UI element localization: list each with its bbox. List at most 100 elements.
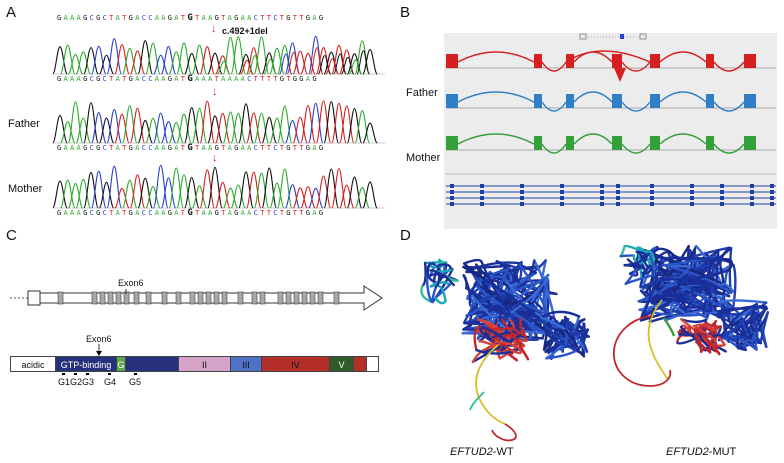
base-letter: A xyxy=(154,144,162,152)
trace-peak xyxy=(122,47,138,75)
base-letter: G xyxy=(83,75,90,83)
base-letter: T xyxy=(292,209,300,217)
trace-peak xyxy=(98,117,115,144)
base-letter: A xyxy=(161,75,168,83)
motif-tick xyxy=(74,373,77,375)
base-letter: G xyxy=(57,209,64,217)
base-letter: T xyxy=(273,75,280,83)
mut-tail-red xyxy=(613,315,672,387)
base-letter: T xyxy=(260,75,267,83)
base-letter: T xyxy=(195,144,202,152)
domain-iii: III xyxy=(231,356,262,372)
transcript-exon xyxy=(600,190,604,194)
arrow-icon-father: ↓ xyxy=(212,86,218,98)
sequence-proband: GAAAGCGCTATGACCAAGATGAAATAAAACTTTTGTGGAG xyxy=(57,74,319,84)
locator-marker-icon xyxy=(620,34,624,39)
transcript-exon xyxy=(650,190,654,194)
transcript-exon xyxy=(690,190,694,194)
trace-peak xyxy=(160,177,177,209)
base-letter: G xyxy=(128,14,136,22)
trace-peak xyxy=(261,116,277,144)
gene-exon xyxy=(197,291,204,305)
base-letter: A xyxy=(63,209,71,217)
base-letter: G xyxy=(318,144,326,152)
trace-peak xyxy=(315,100,332,144)
base-letter: A xyxy=(70,75,77,83)
motif-g1: G1 xyxy=(58,377,71,387)
base-letter: T xyxy=(279,14,287,22)
mutation-label: c.492+1del xyxy=(222,26,268,36)
base-letter: G xyxy=(234,14,241,22)
base-letter: A xyxy=(305,75,313,83)
base-letter: A xyxy=(247,209,254,217)
base-letter: A xyxy=(63,144,71,152)
base-letter: A xyxy=(115,75,123,83)
caption-mut: EFTUD2-MUT xyxy=(666,446,736,458)
trace-peak xyxy=(114,44,130,75)
trace-peak xyxy=(160,120,177,144)
base-letter: A xyxy=(63,75,71,83)
domain-g: G xyxy=(117,356,126,372)
base-letter: T xyxy=(180,75,188,83)
wt-red-loops xyxy=(471,317,530,364)
trace-peak xyxy=(153,54,169,75)
base-letter: C xyxy=(148,75,155,83)
base-letter: A xyxy=(135,144,142,152)
base-letter: T xyxy=(221,144,228,152)
motif-g2: G2 xyxy=(70,377,83,387)
exon6-arrow-icon xyxy=(96,351,102,356)
trace-peak xyxy=(230,36,246,75)
base-letter: C xyxy=(89,14,97,22)
base-letter: G xyxy=(234,144,241,152)
trace-peak xyxy=(315,175,332,209)
base-letter: A xyxy=(76,144,84,152)
base-letter: T xyxy=(299,209,306,217)
base-letter: C xyxy=(89,144,97,152)
trace-peak xyxy=(269,182,285,209)
motif-g3: G3 xyxy=(82,377,95,387)
base-letter: A xyxy=(115,14,123,22)
trace-peak xyxy=(168,51,184,75)
base-letter: A xyxy=(76,209,84,217)
trace-peak xyxy=(60,179,76,209)
transcript-exon xyxy=(750,190,754,194)
base-letter: A xyxy=(227,14,235,22)
base-letter: A xyxy=(208,75,215,83)
trace-peak xyxy=(145,185,161,209)
trace-peak xyxy=(145,117,161,144)
base-letter: C xyxy=(89,209,97,217)
gene-exon xyxy=(133,291,140,305)
gene-exon xyxy=(237,291,244,305)
caption-wt-suffix: -WT xyxy=(492,446,514,458)
trace-peak xyxy=(253,172,270,209)
transcript-exon xyxy=(480,196,484,200)
base-letter: T xyxy=(299,144,306,152)
base-letter: T xyxy=(260,144,267,152)
exon6-label-protein: Exon6 xyxy=(86,334,112,344)
base-letter: G xyxy=(279,75,287,83)
trace-peak xyxy=(331,102,347,144)
transcript-exon xyxy=(560,190,564,194)
trace-peak xyxy=(362,48,378,75)
trace-peak xyxy=(292,50,308,75)
transcript-exon xyxy=(690,184,694,188)
base-letter: C xyxy=(148,144,155,152)
base-letter: G xyxy=(57,144,64,152)
base-letter: A xyxy=(135,14,142,22)
mut-tail-yellow xyxy=(647,299,669,381)
transcript-exon xyxy=(520,196,524,200)
trace-peak xyxy=(292,187,308,209)
base-letter: A xyxy=(174,209,181,217)
trace-peak xyxy=(300,186,316,209)
transcript-exon xyxy=(520,202,524,206)
mut-side-domain xyxy=(715,299,770,352)
motif-tick xyxy=(86,373,89,375)
base-letter: C xyxy=(148,14,155,22)
domain-v: V xyxy=(330,356,354,372)
base-letter: G xyxy=(167,209,175,217)
caption-mut-gene: EFTUD2 xyxy=(666,446,709,458)
caption-mut-suffix: -MUT xyxy=(708,446,737,458)
trace-peak xyxy=(354,109,370,144)
